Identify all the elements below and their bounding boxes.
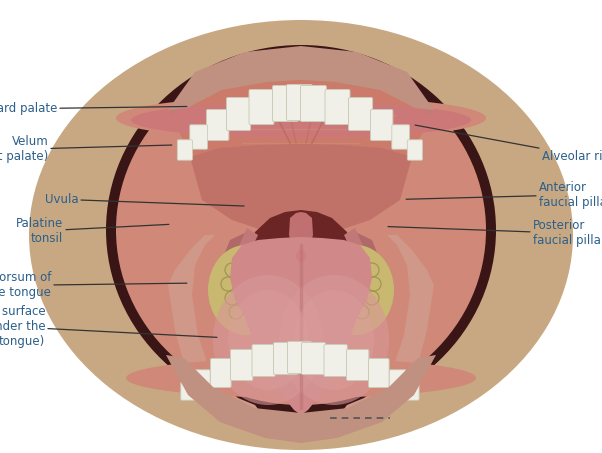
Polygon shape — [337, 235, 434, 420]
FancyBboxPatch shape — [300, 86, 326, 121]
Text: Palatine
tonsil: Palatine tonsil — [16, 217, 169, 245]
FancyBboxPatch shape — [370, 110, 393, 140]
Ellipse shape — [208, 245, 284, 335]
Ellipse shape — [279, 275, 389, 405]
Text: Alveolar ridge: Alveolar ridge — [415, 125, 602, 163]
FancyBboxPatch shape — [347, 350, 369, 381]
Ellipse shape — [296, 250, 306, 262]
Ellipse shape — [116, 55, 486, 405]
FancyBboxPatch shape — [389, 370, 406, 392]
FancyBboxPatch shape — [368, 358, 389, 387]
FancyBboxPatch shape — [249, 90, 274, 125]
Text: Dorsum of
the tongue: Dorsum of the tongue — [0, 271, 187, 299]
FancyBboxPatch shape — [324, 344, 347, 376]
Ellipse shape — [126, 358, 476, 398]
Text: Posterior
faucial pillar: Posterior faucial pillar — [388, 219, 602, 247]
Polygon shape — [220, 232, 247, 328]
FancyBboxPatch shape — [273, 342, 297, 375]
Polygon shape — [166, 355, 436, 443]
Text: Hard palate: Hard palate — [0, 102, 187, 115]
FancyBboxPatch shape — [408, 140, 423, 160]
Ellipse shape — [106, 45, 496, 415]
FancyBboxPatch shape — [193, 370, 210, 392]
Ellipse shape — [29, 20, 573, 450]
FancyBboxPatch shape — [231, 350, 253, 381]
FancyBboxPatch shape — [206, 110, 229, 140]
Polygon shape — [344, 228, 370, 325]
FancyBboxPatch shape — [273, 86, 299, 121]
Polygon shape — [355, 232, 382, 328]
FancyBboxPatch shape — [392, 125, 409, 149]
Polygon shape — [232, 228, 258, 325]
FancyBboxPatch shape — [325, 90, 350, 125]
FancyBboxPatch shape — [288, 342, 312, 374]
FancyBboxPatch shape — [178, 140, 193, 160]
Ellipse shape — [116, 96, 486, 140]
Polygon shape — [230, 237, 372, 415]
Polygon shape — [170, 49, 432, 115]
Ellipse shape — [228, 290, 308, 390]
Polygon shape — [190, 144, 412, 237]
Text: Velum
(soft palate): Velum (soft palate) — [0, 135, 172, 164]
FancyBboxPatch shape — [190, 125, 208, 149]
Polygon shape — [175, 74, 427, 173]
Ellipse shape — [213, 275, 323, 405]
FancyBboxPatch shape — [302, 342, 326, 375]
FancyBboxPatch shape — [226, 97, 250, 130]
Ellipse shape — [318, 245, 394, 335]
Polygon shape — [168, 235, 265, 420]
Polygon shape — [168, 46, 434, 110]
FancyBboxPatch shape — [181, 382, 195, 400]
Text: Uvula: Uvula — [45, 193, 244, 206]
Text: Anterior
faucial pillar: Anterior faucial pillar — [406, 181, 602, 209]
FancyBboxPatch shape — [405, 382, 419, 400]
Polygon shape — [247, 210, 355, 325]
FancyBboxPatch shape — [287, 85, 312, 120]
Ellipse shape — [294, 290, 374, 390]
Polygon shape — [289, 212, 313, 261]
FancyBboxPatch shape — [252, 344, 275, 376]
FancyBboxPatch shape — [349, 97, 373, 130]
FancyBboxPatch shape — [211, 358, 231, 387]
Text: Ventral surface
(under the
tongue): Ventral surface (under the tongue) — [0, 305, 217, 347]
Ellipse shape — [131, 102, 471, 138]
